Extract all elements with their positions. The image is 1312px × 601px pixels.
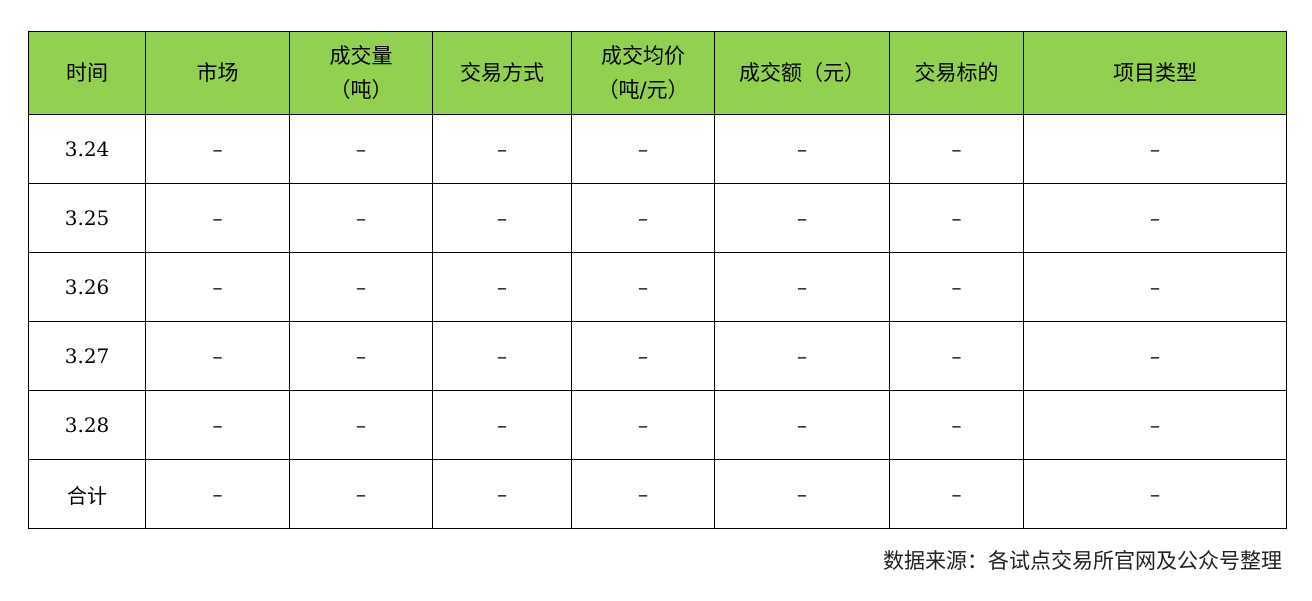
table-cell: –: [145, 252, 290, 322]
column-header: 项目类型: [1023, 31, 1287, 115]
table-cell: –: [145, 459, 290, 529]
table-cell: –: [889, 459, 1024, 529]
table-cell: –: [889, 321, 1024, 391]
table-cell: –: [1023, 183, 1287, 253]
column-header: 时间: [28, 31, 146, 115]
column-header: 交易方式: [432, 31, 572, 115]
table-cell: –: [145, 321, 290, 391]
table-row: 合计 – – – – – – –: [28, 459, 1287, 529]
table-cell: –: [571, 321, 715, 391]
table-row: 3.24– – – – – – –: [28, 114, 1287, 184]
column-header: 成交量 （吨）: [289, 31, 433, 115]
table-cell: –: [432, 114, 572, 184]
table-cell: –: [145, 114, 290, 184]
table-cell: –: [289, 459, 433, 529]
table-cell: –: [289, 321, 433, 391]
table-cell: –: [714, 114, 890, 184]
date-cell: 3.26: [28, 252, 146, 322]
table-cell: –: [571, 390, 715, 460]
table-row: 3.25– – – – – – –: [28, 183, 1287, 253]
table-cell: –: [1023, 114, 1287, 184]
trading-table: 时间 市场 成交量 （吨） 交易方式 成交均价 （吨/元） 成交额（元） 交易标的 项目类型 …: [28, 31, 1287, 529]
table-cell: –: [1023, 321, 1287, 391]
table-cell: –: [1023, 252, 1287, 322]
column-header: 成交均价 （吨/元）: [571, 31, 715, 115]
date-cell: 3.25: [28, 183, 146, 253]
table-cell: –: [432, 459, 572, 529]
table-cell: –: [432, 252, 572, 322]
table-cell: –: [889, 183, 1024, 253]
table-cell: –: [1023, 459, 1287, 529]
table-cell: –: [714, 459, 890, 529]
table-cell: –: [432, 390, 572, 460]
table-cell: –: [432, 321, 572, 391]
table-cell: –: [889, 114, 1024, 184]
table-cell: –: [145, 183, 290, 253]
table-cell: –: [571, 252, 715, 322]
table-cell: –: [432, 183, 572, 253]
table-row: 3.26– – – – – – –: [28, 252, 1287, 322]
table-cell: –: [571, 459, 715, 529]
date-cell: 3.24: [28, 114, 146, 184]
table-cell: –: [714, 183, 890, 253]
table-cell: –: [289, 183, 433, 253]
column-header: 交易标的: [889, 31, 1024, 115]
table-cell: –: [714, 390, 890, 460]
table-cell: –: [289, 390, 433, 460]
table-cell: –: [571, 114, 715, 184]
table-cell: –: [289, 252, 433, 322]
table-cell: –: [289, 114, 433, 184]
table-row: 3.27– – – – – – –: [28, 321, 1287, 391]
date-cell: 3.27: [28, 321, 146, 391]
table-row: 3.28– – – – – – –: [28, 390, 1287, 460]
table-cell: –: [889, 252, 1024, 322]
table-cell: –: [714, 321, 890, 391]
table-cell: –: [1023, 390, 1287, 460]
header-row: 时间 市场 成交量 （吨） 交易方式 成交均价 （吨/元） 成交额（元） 交易标的 项目类型: [28, 31, 1287, 115]
table-cell: –: [571, 183, 715, 253]
table-cell: –: [714, 252, 890, 322]
table-cell: –: [889, 390, 1024, 460]
table-cell: –: [145, 390, 290, 460]
date-cell: 3.28: [28, 390, 146, 460]
data-source-note: 数据来源：各试点交易所官网及公众号整理: [883, 549, 1282, 573]
column-header: 市场: [145, 31, 290, 115]
date-cell: 合计: [28, 459, 146, 529]
column-header: 成交额（元）: [714, 31, 890, 115]
